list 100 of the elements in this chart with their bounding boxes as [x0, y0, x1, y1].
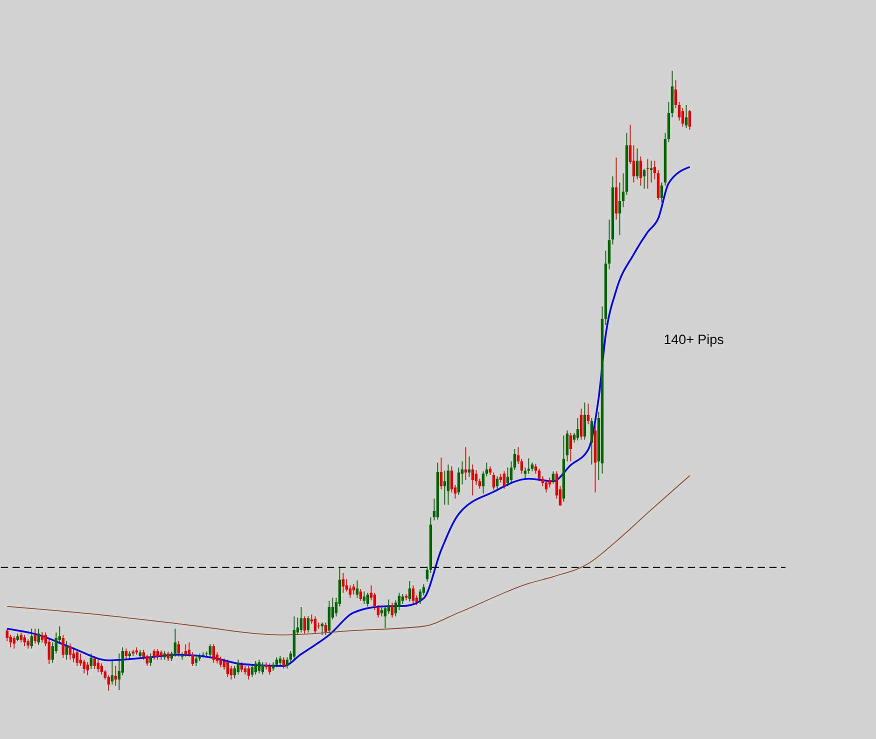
candlestick	[82, 659, 86, 674]
candlestick	[20, 632, 22, 643]
candlestick	[30, 628, 33, 650]
candlestick	[222, 658, 226, 670]
candlestick	[72, 646, 75, 663]
candlestick	[226, 659, 230, 678]
candlestick	[194, 656, 198, 666]
candlestick	[247, 665, 250, 680]
candlestick	[471, 464, 474, 496]
candlestick	[275, 656, 278, 668]
candlestick	[636, 148, 639, 180]
candlestick	[328, 600, 331, 634]
candlestick	[576, 418, 580, 441]
candlestick	[107, 674, 110, 692]
candlestick	[650, 160, 653, 183]
candlestick	[261, 662, 264, 676]
candlestick	[618, 182, 622, 236]
annotation: 140+ Pips	[664, 332, 724, 348]
candlestick	[177, 640, 180, 658]
candlestick	[146, 654, 148, 666]
candlestick	[254, 660, 258, 676]
candlestick	[516, 446, 520, 464]
candlestick	[538, 468, 541, 482]
candlestick	[362, 591, 366, 604]
candlestick	[401, 594, 404, 604]
candlestick	[342, 572, 345, 594]
candlestick	[268, 662, 272, 676]
candlestick	[352, 584, 356, 596]
candlestick	[306, 616, 310, 633]
candlestick	[506, 467, 510, 487]
candlestick	[93, 656, 96, 670]
candlestick	[278, 656, 282, 666]
candlestick	[524, 467, 527, 480]
candlestick	[303, 616, 306, 634]
candlestick	[48, 638, 50, 665]
candlestick	[608, 219, 611, 270]
candlestick	[166, 651, 170, 662]
candlestick	[408, 580, 412, 602]
candlestick	[317, 622, 320, 630]
candlestick	[548, 477, 552, 488]
candlestick	[492, 472, 496, 490]
candlestick	[356, 580, 359, 598]
candlestick	[156, 648, 159, 660]
candlestick	[184, 644, 187, 658]
candlestick	[482, 470, 485, 494]
candlestick	[9, 634, 12, 648]
candlestick	[68, 643, 72, 660]
candlestick	[366, 592, 370, 607]
candlestick	[320, 622, 324, 636]
candlestick	[387, 599, 390, 614]
candlestick	[446, 464, 450, 506]
candlestick	[240, 662, 244, 673]
candlestick	[468, 456, 471, 478]
candlestick	[510, 460, 513, 483]
candlestick	[464, 446, 468, 480]
candlestick	[236, 659, 240, 676]
candlestick	[282, 656, 286, 669]
candlestick	[348, 584, 352, 598]
candlestick	[485, 462, 488, 477]
candlestick	[324, 622, 328, 636]
candlestick	[149, 653, 152, 666]
candlestick	[678, 101, 681, 121]
candlestick	[23, 634, 26, 647]
candlestick	[258, 659, 261, 674]
candlestick	[250, 664, 254, 678]
candlestick	[65, 640, 68, 660]
candlestick	[208, 644, 212, 658]
candlestick	[37, 628, 40, 646]
candlestick	[688, 109, 692, 130]
candlestick	[544, 480, 548, 493]
candlestick	[174, 628, 176, 658]
candlestick	[580, 408, 583, 440]
candlestick	[76, 649, 78, 666]
candlestick	[646, 158, 650, 190]
candlestick	[212, 644, 215, 664]
candlestick	[12, 636, 16, 650]
candlestick	[674, 80, 678, 109]
candlestick	[569, 432, 572, 462]
candlestick	[681, 108, 684, 128]
candlestick	[632, 144, 636, 183]
candlestick	[100, 662, 103, 676]
candlestick	[586, 403, 590, 425]
candlestick	[34, 628, 36, 644]
candlestick	[300, 606, 303, 633]
candlestick	[520, 458, 524, 474]
candlestick	[359, 588, 362, 602]
candlestick	[684, 104, 688, 128]
candlestick	[390, 602, 394, 618]
candlestick	[478, 478, 482, 490]
candlestick	[572, 432, 576, 444]
candlestick	[191, 652, 194, 666]
candlestick	[121, 646, 124, 676]
candlestick	[398, 592, 401, 611]
candlestick	[513, 448, 516, 471]
candlestick	[219, 656, 222, 668]
candlestick	[443, 470, 446, 506]
candlestick	[40, 631, 44, 643]
candlestick	[314, 616, 317, 634]
candlestick	[96, 659, 100, 673]
candlestick	[152, 648, 156, 660]
